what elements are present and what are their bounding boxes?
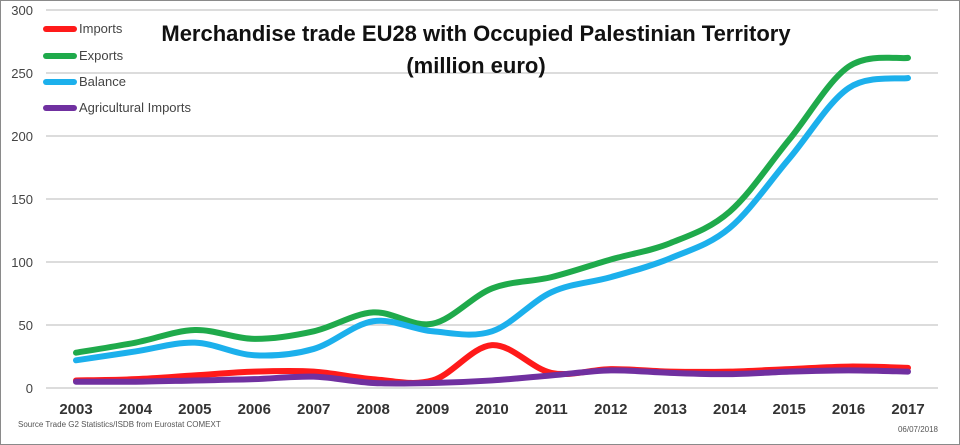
x-tick-label: 2012: [594, 401, 627, 418]
x-tick-label: 2017: [891, 401, 924, 418]
legend-label: Balance: [79, 74, 126, 89]
x-tick-label: 2015: [772, 401, 805, 418]
y-tick-label: 0: [26, 381, 33, 396]
x-tick-label: 2014: [713, 401, 747, 418]
series-line-balance: [73, 75, 911, 364]
y-tick-label: 100: [11, 255, 33, 270]
x-tick-label: 2006: [238, 401, 271, 418]
x-tick-label: 2004: [119, 401, 153, 418]
x-tick-label: 2013: [654, 401, 687, 418]
y-tick-label: 300: [11, 3, 33, 18]
y-tick-label: 150: [11, 192, 33, 207]
x-tick-label: 2010: [475, 401, 508, 418]
x-tick-label: 2011: [535, 401, 568, 418]
chart-title: Merchandise trade EU28 with Occupied Pal…: [161, 21, 791, 46]
x-tick-label: 2005: [178, 401, 211, 418]
legend-label: Exports: [79, 48, 124, 63]
y-tick-label: 250: [11, 66, 33, 81]
y-tick-label: 50: [19, 318, 33, 333]
date-note: 06/07/2018: [898, 425, 939, 434]
x-tick-label: 2009: [416, 401, 449, 418]
source-note: Source Trade G2 Statistics/ISDB from Eur…: [18, 420, 221, 429]
legend-label: Agricultural Imports: [79, 100, 191, 115]
series-line-exports: [73, 54, 911, 356]
legend-label: Imports: [79, 21, 123, 36]
y-tick-label: 200: [11, 129, 33, 144]
x-tick-label: 2003: [59, 401, 92, 418]
series-line-imports: [73, 342, 911, 386]
chart-subtitle: (million euro): [406, 53, 545, 78]
x-tick-label: 2008: [356, 401, 389, 418]
x-tick-label: 2016: [832, 401, 865, 418]
x-tick-label: 2007: [297, 401, 330, 418]
